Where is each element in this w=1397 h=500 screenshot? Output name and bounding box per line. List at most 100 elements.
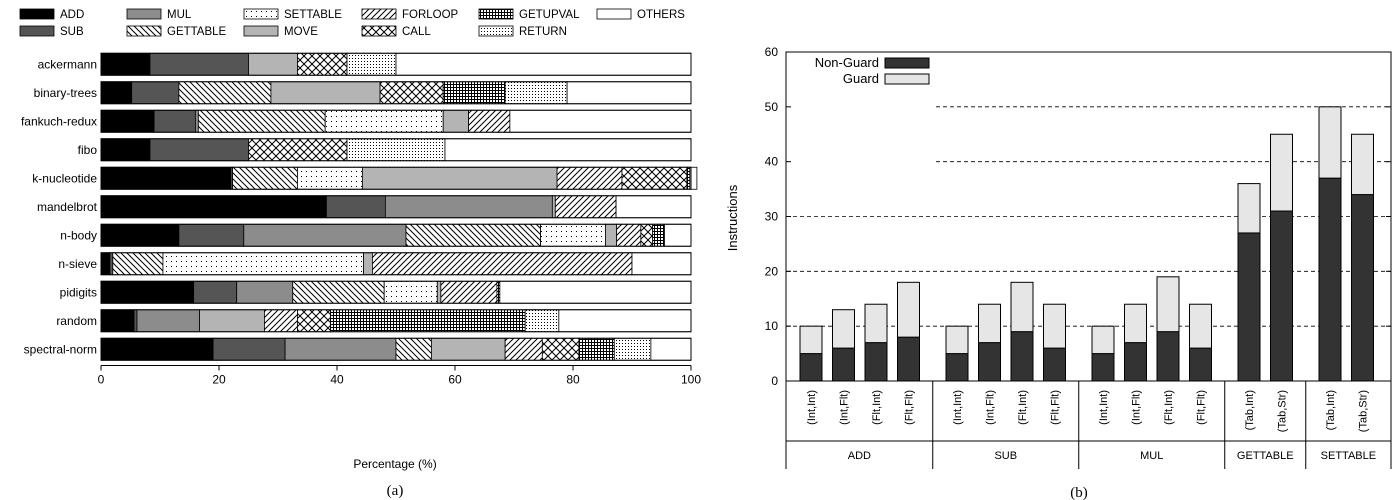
bar-guard-6: [1010, 281, 1034, 333]
legend-swatch-sub: [19, 25, 55, 37]
x-tick-label-b-9: (Int,Flt): [1131, 390, 1143, 425]
bar-spectral-norm-add: [100, 337, 214, 361]
bar-random-return: [524, 309, 560, 333]
group-label-add: ADD: [848, 450, 871, 462]
bar-spectral-norm-move: [430, 337, 506, 361]
bar-fankuch-redux-add: [100, 109, 155, 133]
bar-n-sieve-move: [363, 252, 373, 276]
instruction-mix-chart: ADD SUB MUL GETTABLE SETTABLE MOVE FORLOOP CALL…: [19, 8, 701, 499]
bar-n-body-add: [100, 223, 180, 247]
plot-area-a: ackermann binary-trees fankuch-redux fibo k-…: [21, 52, 698, 361]
legend-label-non-guard: Non-Guard: [815, 55, 879, 70]
bar-n-sieve-settable: [162, 252, 364, 276]
bar-guard-8: [1091, 325, 1115, 355]
x-tick-label-b-2: (Flt,Int): [871, 390, 883, 425]
x-tick-label-a-60: 60: [448, 373, 462, 387]
bar-spectral-norm-getupval: [578, 337, 615, 361]
bar-random-call: [297, 309, 331, 333]
x-tick-label-b-15: (Tab,Str): [1358, 390, 1370, 432]
bar-outline-binary-trees: [100, 81, 692, 105]
bar-binary-trees-others: [566, 81, 692, 105]
bar-mandelbrot-others: [615, 195, 692, 219]
legend-swatch-guard: [884, 73, 930, 85]
bar-ackermann-call: [297, 52, 348, 76]
bar-pidigits-others: [499, 280, 692, 304]
bar-pidigits-forloop: [440, 280, 498, 304]
bar-spectral-norm-forloop: [504, 337, 543, 361]
bar-guard-13: [1270, 133, 1293, 212]
bar-fankuch-redux-sub: [153, 109, 196, 133]
category-label-fankuch-redux: fankuch-redux: [21, 114, 97, 128]
bar-binary-trees-sub: [131, 81, 180, 105]
y-axis-label-b: Instructions: [725, 184, 740, 251]
bar-outline-fibo: [100, 138, 692, 162]
y-tick-label-b-10: 10: [765, 319, 779, 333]
legend-label-settable: SETTABLE: [284, 9, 342, 21]
bar-random-mul: [136, 309, 200, 333]
legend-swatch-non-guard: [884, 57, 930, 69]
legend-a: ADD SUB MUL GETTABLE SETTABLE MOVE FORLOOP CALL…: [19, 8, 685, 38]
y-tick-label-b-30: 30: [765, 210, 779, 224]
category-label-binary-trees: binary-trees: [34, 86, 97, 100]
legend-label-sub: SUB: [60, 26, 84, 38]
x-tick-label-b-3: (Flt,Flt): [904, 390, 916, 425]
bar-pidigits-move: [436, 280, 442, 304]
legend-label-add: ADD: [60, 9, 84, 21]
x-tick-label-b-10: (Flt,Int): [1163, 390, 1175, 425]
bar-pidigits-mul: [236, 280, 294, 304]
x-tick-label-a-20: 20: [212, 373, 226, 387]
y-tick-label-b-0: 0: [771, 374, 778, 388]
legend-swatch-move: [243, 25, 279, 37]
category-label-k-nucleotide: k-nucleotide: [32, 171, 97, 185]
bar-pidigits-gettable: [292, 280, 385, 304]
bar-outline-mandelbrot: [100, 195, 692, 219]
plot-area-b: [799, 106, 1374, 382]
bar-binary-trees-gettable: [178, 81, 272, 105]
group-label-mul: MUL: [1140, 450, 1163, 462]
x-tick-label-b-8: (Int,Int): [1098, 390, 1110, 425]
legend-swatch-settable: [243, 8, 279, 20]
category-label-pidigits: pidigits: [60, 285, 97, 299]
x-tick-label-b-1: (Int,Flt): [839, 390, 851, 425]
bar-binary-trees-add: [100, 81, 133, 105]
bar-guard-14: [1318, 106, 1342, 179]
bar-pidigits-add: [100, 280, 195, 304]
bar-guard-0: [799, 325, 823, 355]
bar-nonguard-8: [1091, 353, 1115, 382]
bar-nonguard-0: [799, 353, 823, 382]
group-label-gettable: GETTABLE: [1237, 450, 1294, 462]
bar-nonguard-10: [1156, 331, 1180, 382]
bar-guard-3: [897, 281, 920, 338]
bar-spectral-norm-call: [541, 337, 580, 361]
bar-n-body-sub: [178, 223, 245, 247]
bar-spectral-norm-others: [650, 337, 692, 361]
bar-k-nucleotide-add: [100, 166, 232, 190]
bar-guard-9: [1124, 303, 1147, 344]
bar-ackermann-return: [346, 52, 397, 76]
y-tick-label-b-50: 50: [765, 100, 779, 114]
bar-nonguard-6: [1010, 331, 1034, 382]
bar-guard-12: [1237, 183, 1261, 234]
bar-nonguard-1: [832, 347, 855, 382]
bar-outline-n-sieve: [100, 252, 692, 276]
group-label-settable: SETTABLE: [1321, 450, 1376, 462]
bar-k-nucleotide-settable: [297, 166, 363, 190]
legend-swatch-add: [19, 8, 55, 20]
bar-outline-spectral-norm: [100, 337, 692, 361]
x-tick-label-b-12: (Tab,Int): [1244, 390, 1256, 430]
bar-n-sieve-gettable: [112, 252, 164, 276]
bar-ackermann-add: [100, 52, 151, 76]
x-tick-label-b-5: (Int,Flt): [985, 390, 997, 425]
bar-nonguard-5: [978, 342, 1001, 382]
bar-random-move: [199, 309, 265, 333]
legend-label-move: MOVE: [284, 26, 318, 38]
category-label-spectral-norm: spectral-norm: [24, 342, 97, 356]
legend-swatch-forloop: [361, 8, 397, 20]
bar-ackermann-others: [395, 52, 692, 76]
legend-label-guard: Guard: [843, 71, 879, 86]
category-label-n-body: n-body: [60, 228, 97, 242]
bar-pidigits-settable: [383, 280, 438, 304]
bar-n-sieve-sub: [109, 252, 114, 276]
